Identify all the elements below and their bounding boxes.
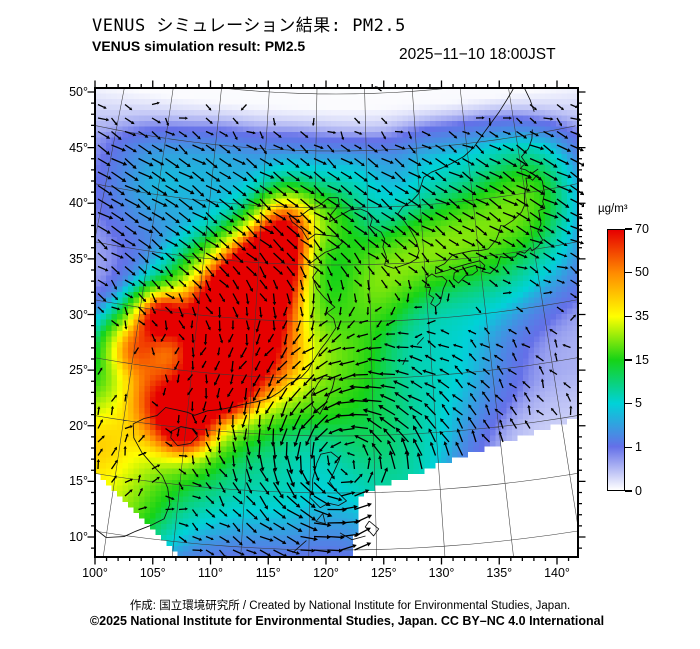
lat-tick-label: 15° xyxy=(69,474,88,489)
lat-tick-label: 25° xyxy=(69,363,88,378)
figure-title-japanese: VENUS シミュレーション結果: PM2.5 xyxy=(92,16,406,36)
lat-tick-label: 20° xyxy=(69,418,88,433)
wind-vector-shafts xyxy=(97,87,583,557)
colorbar-tick-label: 1 xyxy=(635,439,642,454)
wind-vector-heads xyxy=(96,86,584,559)
colorbar xyxy=(607,229,625,491)
lon-tick-label: 100° xyxy=(82,566,108,580)
colorbar-tick xyxy=(625,446,632,449)
map-border xyxy=(94,87,579,558)
colorbar-tick xyxy=(625,315,632,318)
lat-tick-label: 10° xyxy=(69,530,88,544)
lat-tick-label: 35° xyxy=(69,251,88,266)
colorbar-tick-label: 5 xyxy=(635,396,642,411)
colorbar-tick xyxy=(625,402,632,405)
colorbar-tick-label: 70 xyxy=(635,221,649,236)
colorbar-tick-label: 50 xyxy=(635,265,649,280)
lon-tick-label: 110° xyxy=(198,566,223,580)
lon-tick-label: 125° xyxy=(370,566,397,580)
lon-tick-label: 115° xyxy=(255,566,281,580)
attribution-line: 作成: 国立環境研究所 / Created by National Instit… xyxy=(129,600,571,612)
colorbar-tick xyxy=(625,228,632,230)
lon-tick-label: 135° xyxy=(486,566,513,580)
colorbar-tick-label: 0 xyxy=(635,483,642,498)
lon-tick-label: 105° xyxy=(139,566,166,580)
lon-tick-label: 140° xyxy=(544,566,570,580)
lon-tick-label: 120° xyxy=(313,566,339,580)
colorbar-tick-label: 15 xyxy=(635,352,649,367)
forecast-timestamp: 2025−11−10 18:00JST xyxy=(399,46,556,63)
coastlines xyxy=(95,88,546,554)
copyright-line: ©2025 National Institute for Environment… xyxy=(89,614,605,628)
figure-title-english: VENUS simulation result: PM2.5 xyxy=(92,38,306,54)
lat-tick-label: 30° xyxy=(69,307,88,322)
graticule-lines xyxy=(95,88,578,557)
colorbar-tick xyxy=(625,490,632,492)
colorbar-tick xyxy=(625,359,632,361)
colorbar-unit-label: µg/m³ xyxy=(598,203,628,215)
lat-tick-label: 50° xyxy=(69,85,88,99)
pm25-concentration-field xyxy=(95,88,578,557)
axis-ticks xyxy=(87,80,586,565)
lat-tick-label: 40° xyxy=(69,196,88,211)
lon-tick-label: 130° xyxy=(428,566,455,580)
colorbar-tick xyxy=(625,271,632,274)
lat-tick-label: 45° xyxy=(69,140,88,155)
colorbar-tick-label: 35 xyxy=(635,308,649,323)
